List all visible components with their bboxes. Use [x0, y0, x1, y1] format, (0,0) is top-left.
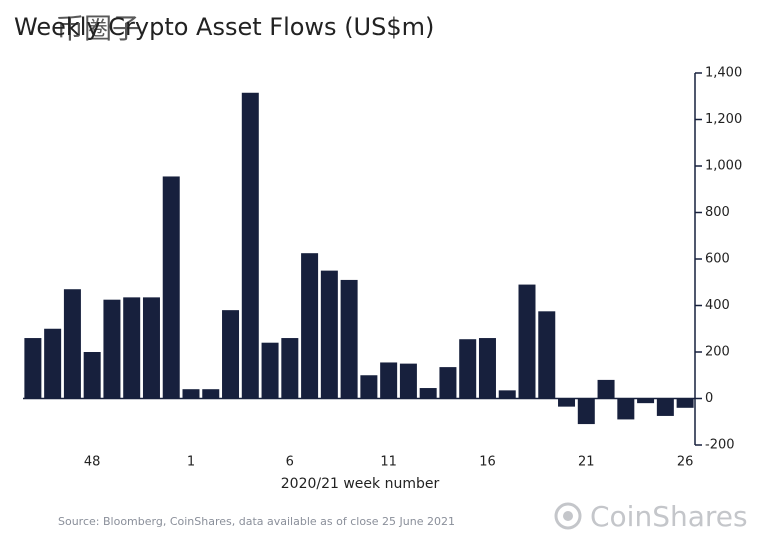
bar — [63, 289, 81, 399]
x-tick-label: 21 — [578, 455, 595, 470]
bar — [518, 284, 536, 399]
bar — [320, 270, 338, 399]
bar — [656, 398, 674, 416]
bar — [261, 342, 279, 399]
logo-icon — [554, 502, 582, 530]
x-axis-title: 2020/21 week number — [281, 476, 440, 492]
bar — [103, 299, 121, 399]
bar — [399, 363, 417, 399]
bar — [459, 339, 477, 399]
y-tick-label: 400 — [705, 298, 730, 313]
watermark: 币圈子 — [56, 12, 140, 45]
bar — [597, 379, 615, 399]
bar — [83, 352, 101, 399]
bar — [360, 375, 378, 399]
bar — [498, 390, 516, 399]
bar — [301, 253, 319, 399]
y-tick-label: 800 — [705, 205, 730, 220]
logo-text: CoinShares — [590, 500, 748, 533]
y-tick-label: 1,000 — [705, 159, 742, 174]
bar — [222, 310, 240, 399]
y-tick-label: 1,400 — [705, 66, 742, 81]
bar — [676, 398, 694, 408]
bar — [123, 297, 141, 399]
bar — [577, 398, 595, 425]
x-tick-label: 16 — [479, 455, 496, 470]
y-tick-label: -200 — [705, 438, 735, 453]
bar — [182, 389, 200, 399]
x-tick-label: 48 — [84, 455, 101, 470]
x-tick-label: 26 — [677, 455, 694, 470]
y-tick-label: 0 — [705, 391, 713, 406]
chart-title: Weekly Crypto Asset Flows (US$m) — [14, 13, 434, 41]
x-tick-label: 11 — [380, 455, 397, 470]
bar — [439, 367, 457, 399]
bar — [202, 389, 220, 399]
x-tick-label: 6 — [286, 455, 294, 470]
bar — [281, 338, 299, 399]
bar — [617, 398, 635, 420]
source-note: Source: Bloomberg, CoinShares, data avai… — [58, 515, 455, 528]
bar — [44, 328, 62, 399]
bar — [241, 92, 259, 399]
x-tick-label: 1 — [187, 455, 195, 470]
y-tick-label: 200 — [705, 345, 730, 360]
bar — [142, 297, 160, 399]
bar — [419, 388, 437, 399]
bar — [340, 279, 358, 399]
y-tick-label: 600 — [705, 252, 730, 267]
bar — [478, 338, 496, 399]
bar — [558, 398, 576, 407]
bar — [24, 338, 42, 399]
bar — [162, 176, 180, 399]
bar — [538, 311, 556, 399]
bar — [380, 362, 398, 399]
y-tick-label: 1,200 — [705, 112, 742, 127]
bar — [637, 398, 655, 404]
